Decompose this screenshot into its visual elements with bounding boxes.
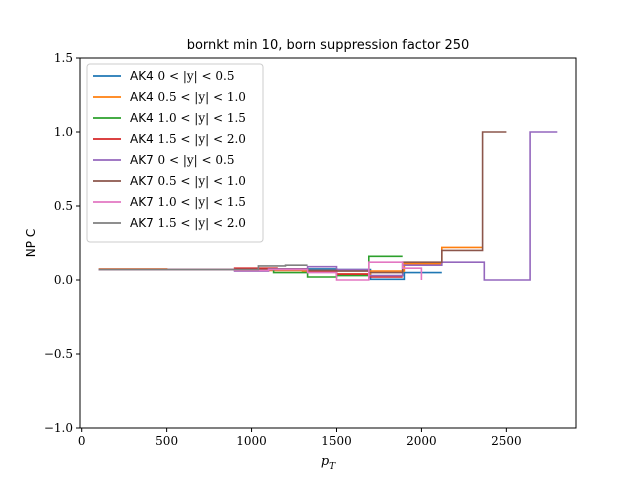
y-tick-label: 0.5 [54, 199, 73, 213]
legend-label-5: AK7 0.5 < |y| < 1.0 [130, 174, 246, 188]
legend-label-2: AK4 1.0 < |y| < 1.5 [130, 111, 246, 125]
x-tick-label: 1000 [236, 434, 267, 448]
x-axis-label: pT [321, 454, 336, 472]
y-axis-label: NP C [24, 229, 38, 257]
y-axis: −1.0 −0.5 0.0 0.5 1.0 1.5 [44, 51, 80, 435]
legend-label-7: AK7 1.5 < |y| < 2.0 [130, 216, 246, 230]
legend: AK4 0 < |y| < 0.5 AK4 0.5 < |y| < 1.0 AK4 … [86, 63, 264, 243]
x-tick-label: 500 [155, 434, 178, 448]
legend-box [86, 63, 264, 243]
x-tick-label: 2000 [406, 434, 437, 448]
x-tick-label: 0 [78, 434, 86, 448]
legend-label-4: AK7 0 < |y| < 0.5 [130, 153, 234, 167]
y-tick-label: 1.0 [54, 125, 73, 139]
legend-label-1: AK4 0.5 < |y| < 1.0 [130, 90, 246, 104]
series-line-7 [98, 264, 308, 271]
legend-label-6: AK7 1.0 < |y| < 1.5 [130, 195, 246, 209]
x-tick-label: 1500 [321, 434, 352, 448]
legend-label-3: AK4 1.5 < |y| < 2.0 [130, 132, 246, 146]
y-tick-label: 0.0 [54, 273, 73, 287]
plot-frame [79, 57, 577, 429]
plot-marks [98, 131, 558, 281]
y-tick-label: 1.5 [54, 51, 73, 65]
x-axis: 0 500 1000 1500 2000 2500 [78, 428, 522, 448]
y-tick-label: −1.0 [44, 421, 73, 435]
chart-title: bornkt min 10, born suppression factor 2… [187, 38, 470, 53]
x-tick-label: 2500 [491, 434, 522, 448]
y-tick-label: −0.5 [44, 347, 73, 361]
legend-label-0: AK4 0 < |y| < 0.5 [130, 69, 234, 83]
